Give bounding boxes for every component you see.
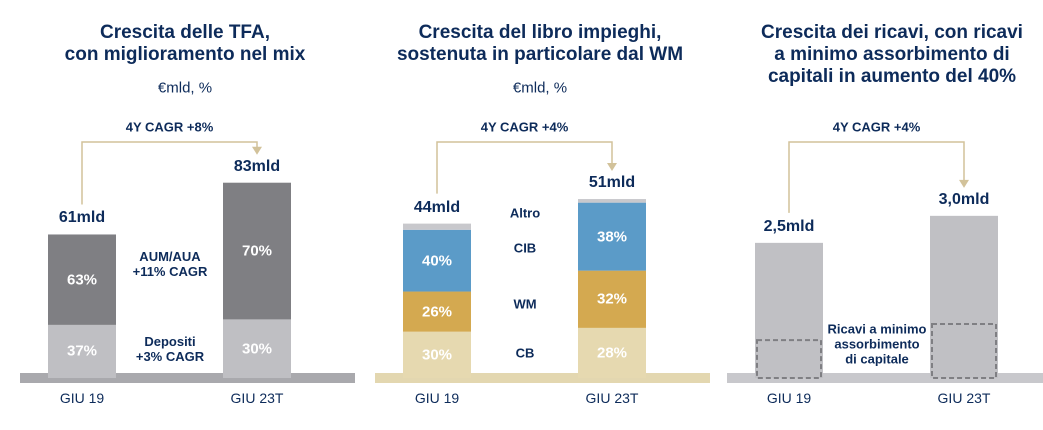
total-label: 3,0mld <box>938 190 990 208</box>
value-label: 40% <box>421 252 453 270</box>
annotation-arrowhead <box>252 146 262 155</box>
bar <box>755 242 823 378</box>
total-label: 2,5mld <box>763 217 815 235</box>
series-label: Altro <box>509 205 541 221</box>
annotation-arrowhead <box>607 163 617 172</box>
bar-segment <box>223 319 291 378</box>
value-label: 32% <box>596 290 628 308</box>
bar-segment <box>48 234 116 325</box>
baseline <box>375 373 710 383</box>
series-label: CIB <box>513 240 537 256</box>
bar-segment <box>578 327 646 378</box>
total-label: 51mld <box>588 173 636 191</box>
annotation: 4Y CAGR +8% <box>125 119 214 135</box>
chart-title: Crescita del libro impieghi, sostenuta i… <box>396 22 684 65</box>
value-label: 38% <box>596 228 628 245</box>
value-label: 70% <box>241 242 273 260</box>
bar-segment <box>403 223 471 230</box>
series-label: WM <box>513 296 537 312</box>
series-label: Ricavi a minimo assorbimento di capitale <box>827 321 927 368</box>
chart-subtitle: €mld, % <box>512 79 568 97</box>
value-label: 30% <box>421 346 453 364</box>
x-tick-label: GIU 19 <box>59 389 105 406</box>
baseline <box>20 373 355 383</box>
bar-segment <box>223 182 291 320</box>
series-label: AUM/AUA +11% CAGR <box>132 249 208 280</box>
dashed-segment <box>931 322 997 380</box>
dashed-segment <box>756 339 822 380</box>
bar-segment <box>403 229 471 292</box>
annotation-arrow <box>81 141 258 205</box>
annotation: 4Y CAGR +4% <box>480 119 569 135</box>
value-label: 28% <box>596 344 628 362</box>
series-label: CB <box>515 345 535 361</box>
value-label: 63% <box>66 271 98 289</box>
annotation-arrow <box>788 141 965 213</box>
bar-segment <box>578 202 646 271</box>
total-label: 44mld <box>413 198 461 216</box>
chart-title: Crescita dei ricavi, con ricavi a minimo… <box>761 22 1023 87</box>
bar-segment <box>48 324 116 378</box>
x-tick-label: GIU 23T <box>585 389 639 406</box>
annotation: 4Y CAGR +4% <box>832 119 921 135</box>
value-label: 37% <box>66 342 98 360</box>
bar <box>930 215 998 378</box>
x-tick-label: GIU 19 <box>766 389 812 406</box>
value-label: 30% <box>241 340 273 358</box>
x-tick-label: GIU 23T <box>230 389 284 406</box>
chart-title: Crescita delle TFA, con miglioramento ne… <box>64 22 306 65</box>
x-tick-label: GIU 19 <box>414 389 460 406</box>
total-label: 61mld <box>58 209 106 227</box>
bar-segment <box>403 291 471 332</box>
annotation-arrow <box>436 141 613 194</box>
bar-segment <box>578 199 646 203</box>
annotation-arrowhead <box>959 179 969 188</box>
value-label: 26% <box>421 302 453 320</box>
bar-segment <box>578 270 646 328</box>
bar-segment <box>403 331 471 378</box>
x-tick-label: GIU 23T <box>937 389 991 406</box>
chart-subtitle: €mld, % <box>157 79 213 97</box>
baseline <box>727 373 1043 383</box>
series-label: Depositi +3% CAGR <box>135 334 205 365</box>
total-label: 83mld <box>233 157 281 175</box>
